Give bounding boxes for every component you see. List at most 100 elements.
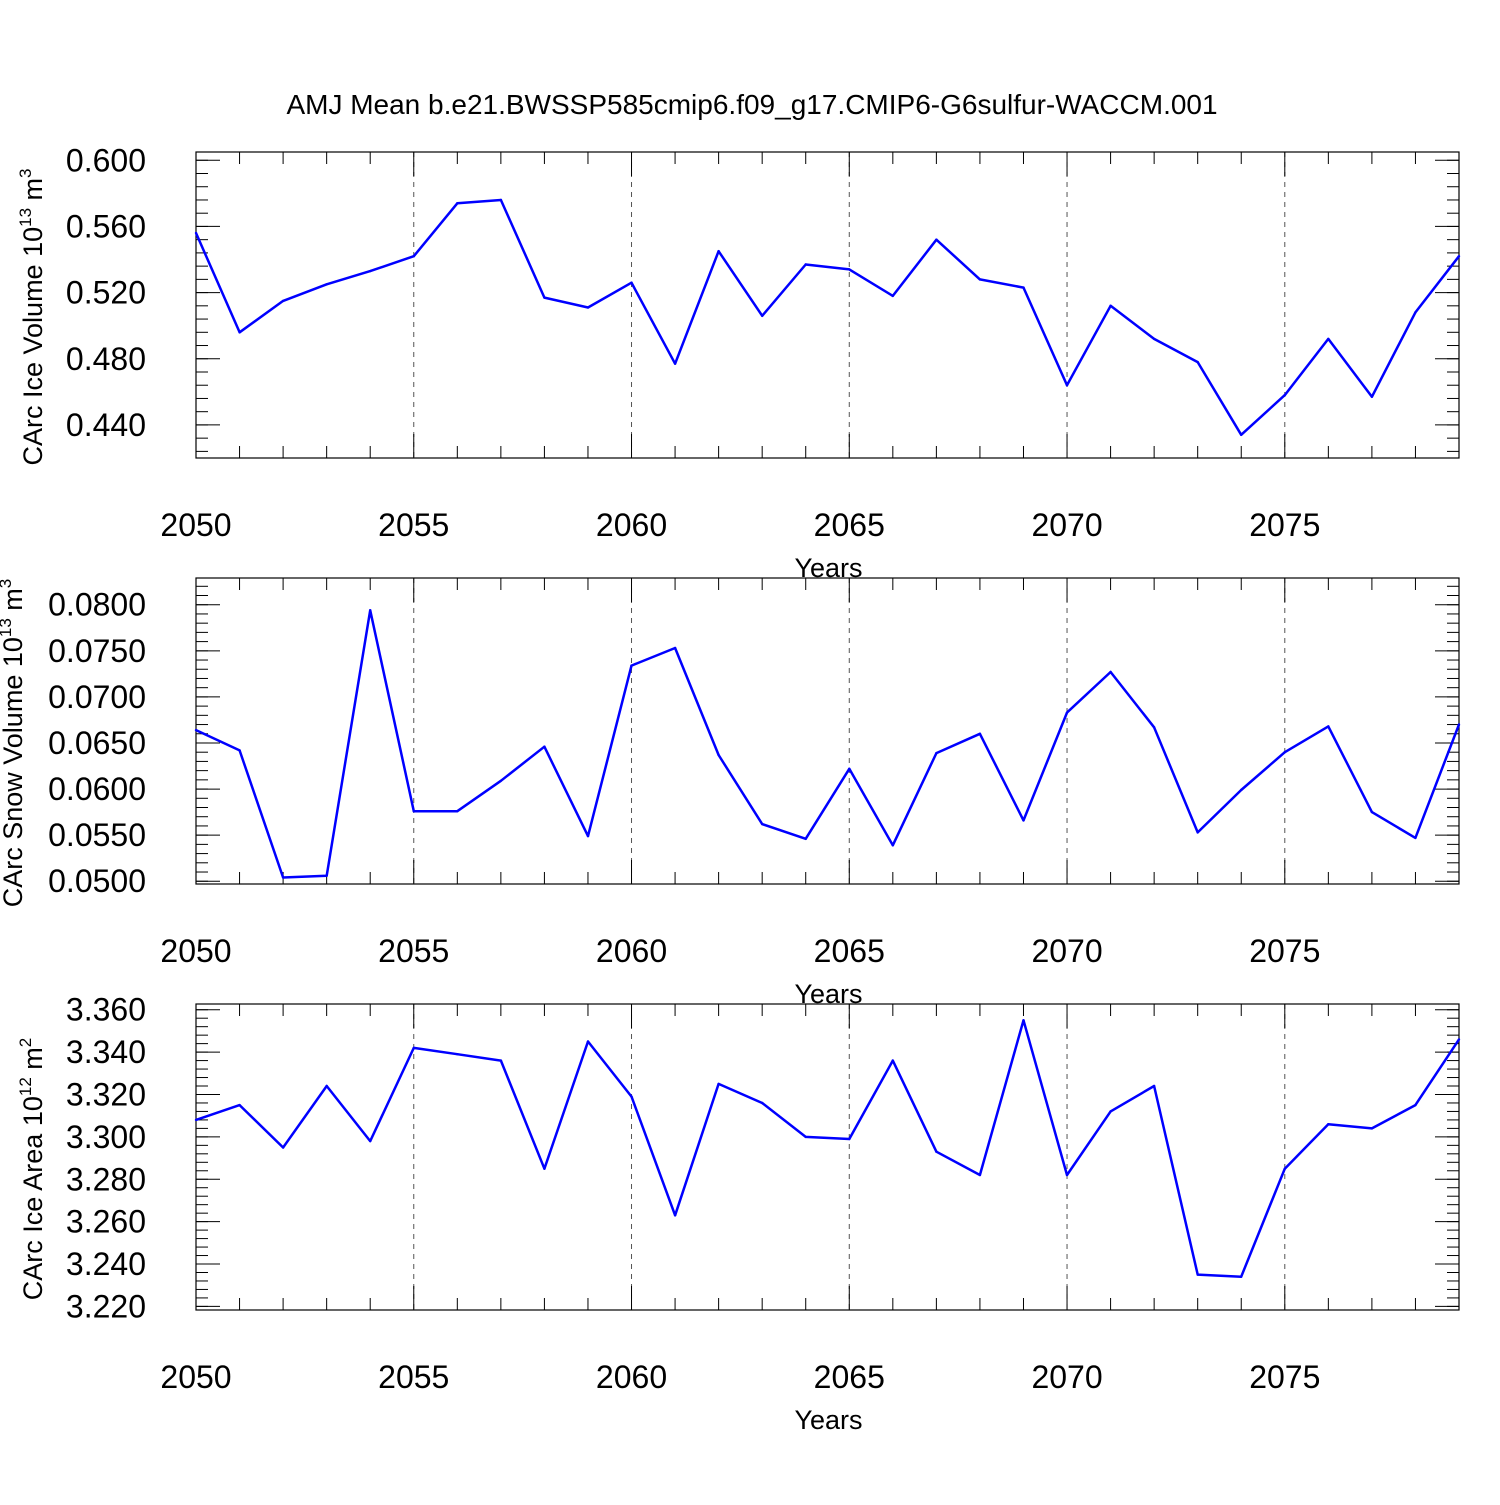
- data-point-2062: [717, 753, 720, 757]
- series-line: [195, 609, 1461, 879]
- data-point-2073: [1196, 360, 1199, 364]
- x-tick-label: 2055: [378, 507, 449, 543]
- data-point-2073: [1196, 831, 1199, 834]
- y-tick-label: 0.0700: [48, 679, 146, 715]
- data-point-2072: [1152, 1084, 1156, 1088]
- x-tick-label: 2065: [814, 507, 885, 543]
- data-point-2068: [978, 732, 982, 735]
- x-tick-label: 2060: [596, 1359, 667, 1395]
- data-point-2053: [325, 283, 328, 286]
- data-point-2060: [630, 281, 633, 284]
- x-tick-label: 2050: [160, 507, 231, 543]
- data-point-2065: [848, 1137, 851, 1141]
- x-tick-label: 2070: [1031, 1359, 1102, 1395]
- y-axis-title: CArc Snow Volume 1013 m3: [0, 579, 28, 908]
- y-axis-title-ylabel-sup: 13: [16, 208, 35, 227]
- data-point-2078: [1414, 311, 1417, 314]
- data-point-2063: [761, 822, 764, 826]
- x-tick-label: 2075: [1249, 933, 1320, 969]
- data-point-2051: [238, 331, 241, 334]
- x-axis-title: Years: [794, 1405, 862, 1435]
- data-point-2052: [281, 299, 285, 303]
- y-axis-title-ylabel-unit: m: [18, 178, 48, 208]
- data-point-2050: [194, 231, 198, 235]
- data-point-2057: [499, 1059, 503, 1062]
- data-point-2064: [804, 1135, 807, 1139]
- data-point-2068: [978, 1173, 982, 1177]
- data-point-2062: [717, 250, 720, 253]
- data-point-2065: [848, 767, 851, 770]
- data-point-2050: [194, 1118, 198, 1122]
- data-point-2056: [456, 202, 459, 205]
- data-point-2057: [499, 779, 503, 782]
- data-point-2067: [935, 751, 938, 755]
- data-point-2077: [1370, 1127, 1374, 1130]
- y-tick-label: 3.360: [66, 992, 146, 1028]
- data-point-2074: [1240, 433, 1243, 436]
- panel-snow-volume: 0.0500 0.0550 0.0600 0.0650 0.0700 0.0750 0.08…: [0, 577, 1461, 1009]
- y-tick-label: 0.0800: [48, 587, 146, 623]
- y-tick-label: 3.300: [66, 1119, 146, 1155]
- data-point-2071: [1109, 670, 1112, 674]
- data-point-2060: [630, 664, 633, 667]
- data-point-2066: [891, 1059, 894, 1062]
- data-point-2066: [891, 294, 894, 298]
- data-point-2076: [1327, 725, 1330, 728]
- data-point-2051: [238, 1103, 241, 1107]
- data-point-2067: [935, 1150, 938, 1153]
- y-tick-label: 0.480: [66, 341, 146, 377]
- y-tick-label: 3.280: [66, 1161, 146, 1197]
- x-tick-label: 2060: [596, 507, 667, 543]
- data-point-2053: [325, 1084, 328, 1088]
- data-point-2075: [1283, 393, 1287, 397]
- data-point-2054: [369, 1139, 372, 1143]
- data-point-2056: [456, 810, 459, 813]
- y-axis-title: CArc Ice Volume 1013 m3: [16, 168, 48, 465]
- data-point-2071: [1109, 304, 1112, 307]
- data-point-2072: [1152, 337, 1156, 341]
- data-point-2075: [1283, 751, 1287, 754]
- data-point-2070: [1065, 384, 1069, 387]
- data-point-2070: [1065, 1173, 1069, 1177]
- data-point-2070: [1065, 711, 1069, 714]
- data-point-2057: [499, 198, 503, 202]
- plot-frame: [195, 1003, 1460, 1311]
- data-point-2073: [1196, 1273, 1199, 1276]
- y-axis-title: CArc Ice Area 1012 m2: [16, 1038, 48, 1301]
- x-tick-label: 2065: [814, 1359, 885, 1395]
- data-point-2065: [848, 268, 851, 271]
- data-point-2078: [1414, 1103, 1417, 1107]
- y-tick-label: 3.240: [66, 1246, 146, 1282]
- y-tick-label: 3.260: [66, 1204, 146, 1240]
- y-tick-label: 0.440: [66, 407, 146, 443]
- data-point-2074: [1240, 788, 1243, 792]
- data-point-2050: [194, 728, 198, 732]
- data-point-2076: [1327, 1123, 1330, 1126]
- data-point-2055: [412, 810, 415, 813]
- data-point-2077: [1370, 395, 1374, 398]
- x-tick-label: 2055: [378, 933, 449, 969]
- x-tick-label: 2065: [814, 933, 885, 969]
- x-tick-label: 2075: [1249, 1359, 1320, 1395]
- data-point-2051: [238, 749, 241, 752]
- data-point-2055: [412, 1046, 415, 1050]
- data-point-2062: [717, 1082, 720, 1086]
- data-point-2069: [1022, 286, 1025, 289]
- chart-title: AMJ Mean b.e21.BWSSP585cmip6.f09_g17.CMI…: [286, 89, 1217, 120]
- y-tick-label: 0.520: [66, 275, 146, 311]
- series-line: [195, 1019, 1461, 1278]
- data-point-2074: [1240, 1275, 1243, 1278]
- data-point-2064: [804, 837, 807, 840]
- data-point-2060: [630, 1095, 633, 1098]
- data-point-2063: [761, 314, 764, 317]
- data-point-2064: [804, 263, 807, 266]
- y-axis-title-ylabel-unit-sup: 3: [0, 579, 15, 588]
- data-point-2072: [1152, 726, 1156, 729]
- data-point-2054: [369, 269, 372, 273]
- x-tick-label: 2060: [596, 933, 667, 969]
- x-tick-label: 2070: [1031, 507, 1102, 543]
- data-point-2061: [673, 362, 677, 365]
- panel-ice-area: 3.220 3.240 3.260 3.280 3.300 3.320 3.340 3.360…: [16, 992, 1461, 1435]
- y-axis-title-ylabel-main: CArc Ice Volume 10: [18, 227, 48, 466]
- data-point-2079: [1457, 723, 1461, 726]
